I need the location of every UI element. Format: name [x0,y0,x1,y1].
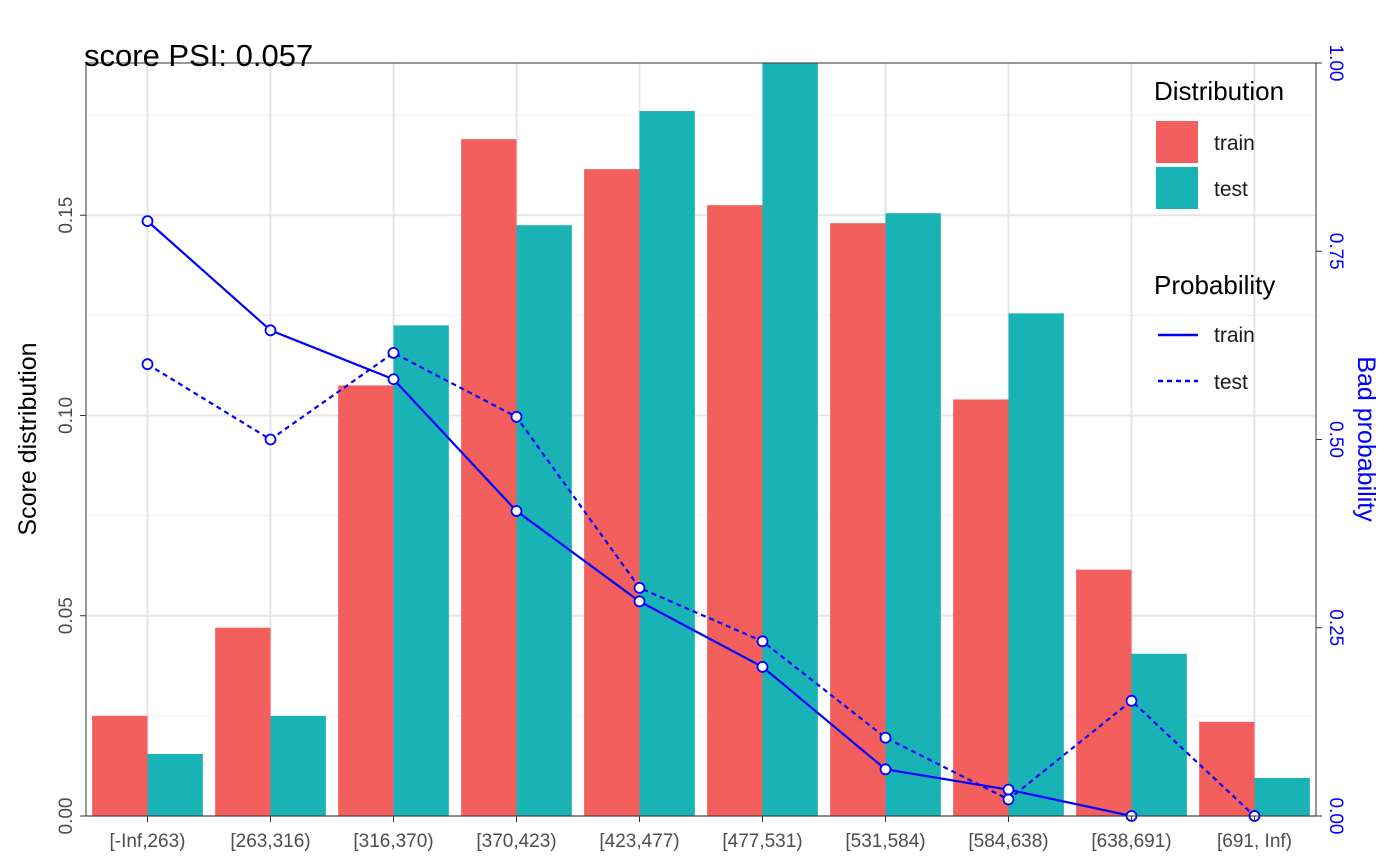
legend: Distribution train test Probability trai… [1154,76,1284,394]
bar-train-0 [92,715,148,816]
legend-label-test-line: test [1214,371,1248,394]
bar-test-2 [393,325,449,816]
x-tick-label: [-Inf,263) [109,831,185,852]
point-train-2 [387,373,400,386]
bar-train-8 [1076,569,1132,816]
bars [92,63,1310,816]
bar-train-9 [1199,721,1255,816]
y2-tick-label: 0.50 [1325,421,1346,458]
point-test-8 [1125,694,1138,707]
legend-distribution-title: Distribution [1154,76,1284,106]
point-test-0 [141,358,154,371]
point-train-3 [510,505,523,517]
bar-test-3 [516,225,572,816]
bar-test-5 [762,63,818,816]
x-tick-label: [370,423) [476,831,556,852]
point-test-7 [1002,793,1015,806]
point-train-1 [264,324,277,337]
x-tick-label: [477,531) [722,831,802,852]
chart-title: score PSI: 0.057 [84,38,313,73]
point-train-6 [879,763,892,776]
bar-train-5 [707,205,763,816]
legend-label-train-line: train [1214,324,1255,347]
legend-key-test-bar [1156,167,1198,209]
bar-test-1 [270,715,326,816]
bar-train-6 [830,223,886,816]
x-tick-label: [638,691) [1091,831,1171,852]
point-train-0 [141,215,154,228]
y2-tick-label: 0.00 [1325,798,1346,835]
bar-test-7 [1008,313,1064,816]
point-test-4 [633,581,646,594]
point-test-2 [387,347,400,359]
y2-axis-title: Bad probability [1352,356,1380,522]
bar-test-4 [639,111,695,816]
bar-test-6 [885,213,941,816]
bar-test-0 [147,753,203,816]
bar-test-9 [1254,777,1310,816]
probability-lines [141,215,1261,822]
x-tick-label: [316,370) [353,831,433,852]
x-tick-label: [423,477) [599,831,679,852]
y-tick-label: 0.10 [56,397,77,434]
x-tick-label: [531,584) [845,831,925,852]
point-test-3 [510,411,523,423]
legend-key-train-bar [1156,121,1198,163]
y-tick-label: 0.15 [56,197,77,234]
y2-tick-label: 0.25 [1325,609,1346,646]
x-tick-label: [263,316) [230,831,310,852]
point-train-5 [756,661,769,673]
point-train-7 [1002,783,1015,796]
point-train-4 [633,595,646,608]
bar-train-7 [953,399,1009,816]
point-test-1 [264,433,277,446]
y-tick-label: 0.00 [56,798,77,835]
axes: 0.00 0.05 0.10 0.15 0.00 0.25 0.50 0.75 1.00 [-In… [56,45,1346,852]
bar-train-4 [584,169,640,816]
y2-tick-label: 0.75 [1325,233,1346,270]
line-test [146,351,1256,817]
point-test-6 [879,731,892,744]
legend-probability-title: Probability [1154,270,1275,300]
legend-label-test-bar: test [1214,178,1248,201]
x-tick-label: [584,638) [968,831,1048,852]
legend-label-train-bar: train [1214,132,1255,155]
y-tick-label: 0.05 [56,597,77,634]
y-axis-title: Score distribution [14,342,42,535]
bar-train-3 [461,139,517,816]
y2-tick-label: 1.00 [1325,45,1346,82]
bar-train-1 [215,627,271,816]
bar-test-8 [1131,653,1187,816]
bar-train-2 [338,385,394,816]
point-test-5 [756,635,769,648]
x-tick-label: [691, Inf) [1217,831,1292,852]
